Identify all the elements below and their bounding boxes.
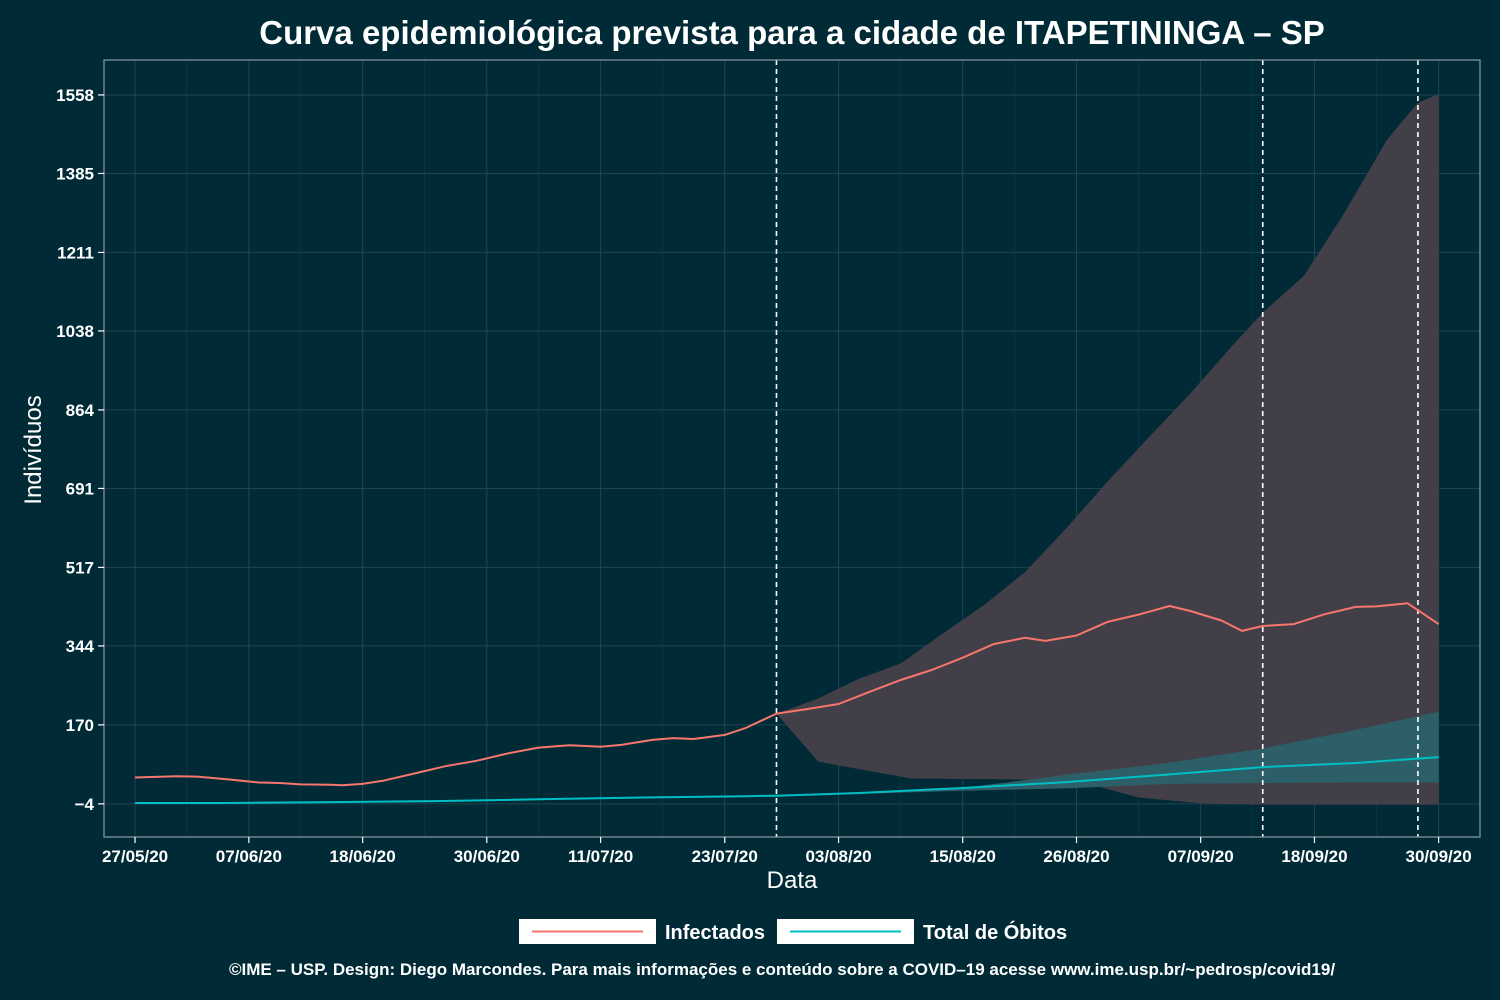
reference-lines xyxy=(775,60,1419,837)
confidence-bands xyxy=(776,94,1439,805)
y-tick-label: 1385 xyxy=(56,164,94,183)
series-lines xyxy=(134,602,1440,804)
x-tick-label: 23/07/20 xyxy=(692,847,758,866)
y-tick-label: 1038 xyxy=(56,322,94,341)
line-obitos xyxy=(135,756,1439,804)
x-tick-label: 07/06/20 xyxy=(216,847,282,866)
y-tick-label: 170 xyxy=(66,716,94,735)
x-axis-title: Data xyxy=(767,867,818,894)
band-obitos xyxy=(776,711,1439,796)
x-tick-label: 15/08/20 xyxy=(930,847,996,866)
chart-title: Curva epidemiológica prevista para a cid… xyxy=(259,14,1325,51)
x-tick-label: 30/09/20 xyxy=(1406,847,1472,866)
x-tick-label: 18/09/20 xyxy=(1281,847,1347,866)
x-tick-label: 27/05/20 xyxy=(102,847,168,866)
x-tick-label: 07/09/20 xyxy=(1168,847,1234,866)
y-tick-label: 1558 xyxy=(56,86,94,105)
plot-panel xyxy=(103,59,1481,838)
y-tick-label: 517 xyxy=(66,558,94,577)
legend-label-obitos: Total de Óbitos xyxy=(923,920,1067,944)
y-tick-label: −4 xyxy=(75,795,95,814)
x-tick-label: 26/08/20 xyxy=(1043,847,1109,866)
y-axis-title: Indivíduos xyxy=(20,395,47,504)
panel-border xyxy=(103,59,1481,838)
y-axis-ticks: −4 170 344 517 691 864 1038 1211 1385 1558 xyxy=(56,86,104,814)
y-tick-label: 1211 xyxy=(57,243,94,262)
line-infectados xyxy=(134,602,1440,787)
band-infectados xyxy=(776,94,1439,805)
legend: Infectados Total de Óbitos xyxy=(519,919,1067,944)
x-tick-label: 11/07/20 xyxy=(568,847,633,866)
legend-label-infectados: Infectados xyxy=(665,922,765,944)
x-tick-label: 30/06/20 xyxy=(454,847,520,866)
x-tick-label: 18/06/20 xyxy=(330,847,396,866)
x-axis-ticks: 27/05/20 07/06/20 18/06/20 30/06/20 11/07/20… xyxy=(102,837,1472,866)
footer-credit: ©IME – USP. Design: Diego Marcondes. Par… xyxy=(229,960,1335,979)
y-tick-label: 864 xyxy=(66,401,95,420)
y-tick-label: 344 xyxy=(66,637,95,656)
y-tick-label: 691 xyxy=(66,479,94,498)
x-tick-label: 03/08/20 xyxy=(805,847,871,866)
